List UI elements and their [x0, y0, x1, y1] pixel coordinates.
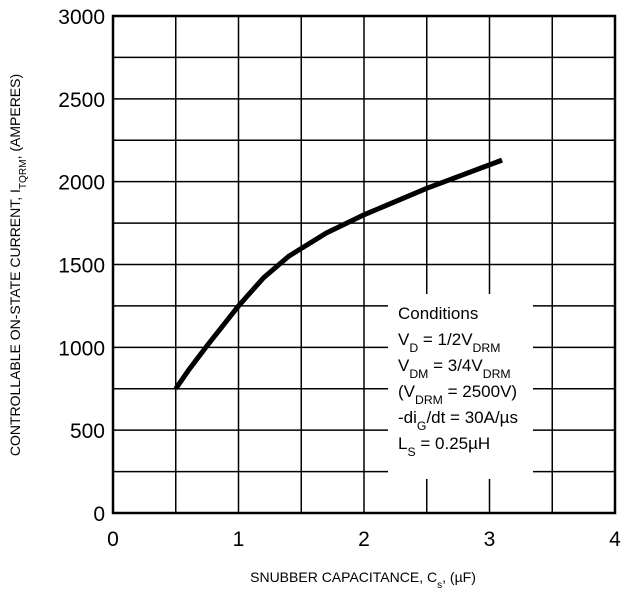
subscript: D — [409, 341, 418, 355]
annotation-box — [388, 294, 533, 479]
x-tick-label: 3 — [484, 528, 496, 551]
y-axis-label: CONTROLLABLE ON-STATE CURRENT, ITQRM, (A… — [7, 74, 29, 456]
x-tick-label: 0 — [107, 528, 119, 551]
x-tick-label: 4 — [609, 528, 621, 551]
curve — [173, 157, 503, 391]
annotation-line: Conditions — [398, 304, 478, 323]
text-part: = 2500V) — [443, 382, 517, 401]
y-tick-label: 500 — [70, 420, 105, 443]
text-part: L — [398, 434, 407, 453]
subscript: DM — [409, 367, 428, 381]
text-part: CONTROLLABLE ON-STATE CURRENT, I — [7, 189, 23, 456]
annotation-line: (VDRM = 2500V) — [398, 382, 517, 407]
y-tick-label: 2000 — [58, 172, 105, 195]
x-axis-label: SNUBBER CAPACITANCE, Cs, (µF) — [250, 569, 476, 591]
text-part: , (µF) — [442, 569, 476, 585]
y-tick-label: 2500 — [58, 89, 105, 112]
text-part: SNUBBER CAPACITANCE, C — [250, 569, 437, 585]
subscript: S — [407, 445, 415, 459]
text-part: , (AMPERES) — [7, 74, 23, 160]
y-tick-label: 1500 — [58, 255, 105, 278]
subscript: DRM — [473, 341, 501, 355]
y-tick-label: 1000 — [58, 337, 105, 360]
y-tick-label: 3000 — [58, 6, 105, 29]
x-tick-label: 1 — [233, 528, 245, 551]
text-part: = 1/2V — [418, 330, 473, 349]
text-part: /dt = 30A/µs — [426, 408, 518, 427]
annotation-line: VD = 1/2VDRM — [398, 330, 500, 355]
text-part: = 0.25µH — [416, 434, 491, 453]
subscript: DRM — [415, 393, 443, 407]
subscript: DRM — [483, 367, 511, 381]
subscript: TQRM — [18, 159, 29, 189]
subscript: G — [417, 419, 427, 433]
text-part: Conditions — [398, 304, 478, 323]
text-part: = 3/4V — [428, 356, 483, 375]
text-part: -di — [398, 408, 417, 427]
text-part: V — [398, 356, 410, 375]
subscript: s — [437, 580, 442, 591]
plot-frame — [111, 14, 617, 515]
text-part: (V — [398, 382, 416, 401]
annotation-line: LS = 0.25µH — [398, 434, 490, 459]
y-tick-label: 0 — [93, 503, 105, 526]
annotation-line: -diG/dt = 30A/µs — [398, 408, 518, 433]
text-part: V — [398, 330, 410, 349]
annotation-line: VDM = 3/4VDRM — [398, 356, 511, 381]
x-tick-label: 2 — [358, 528, 370, 551]
